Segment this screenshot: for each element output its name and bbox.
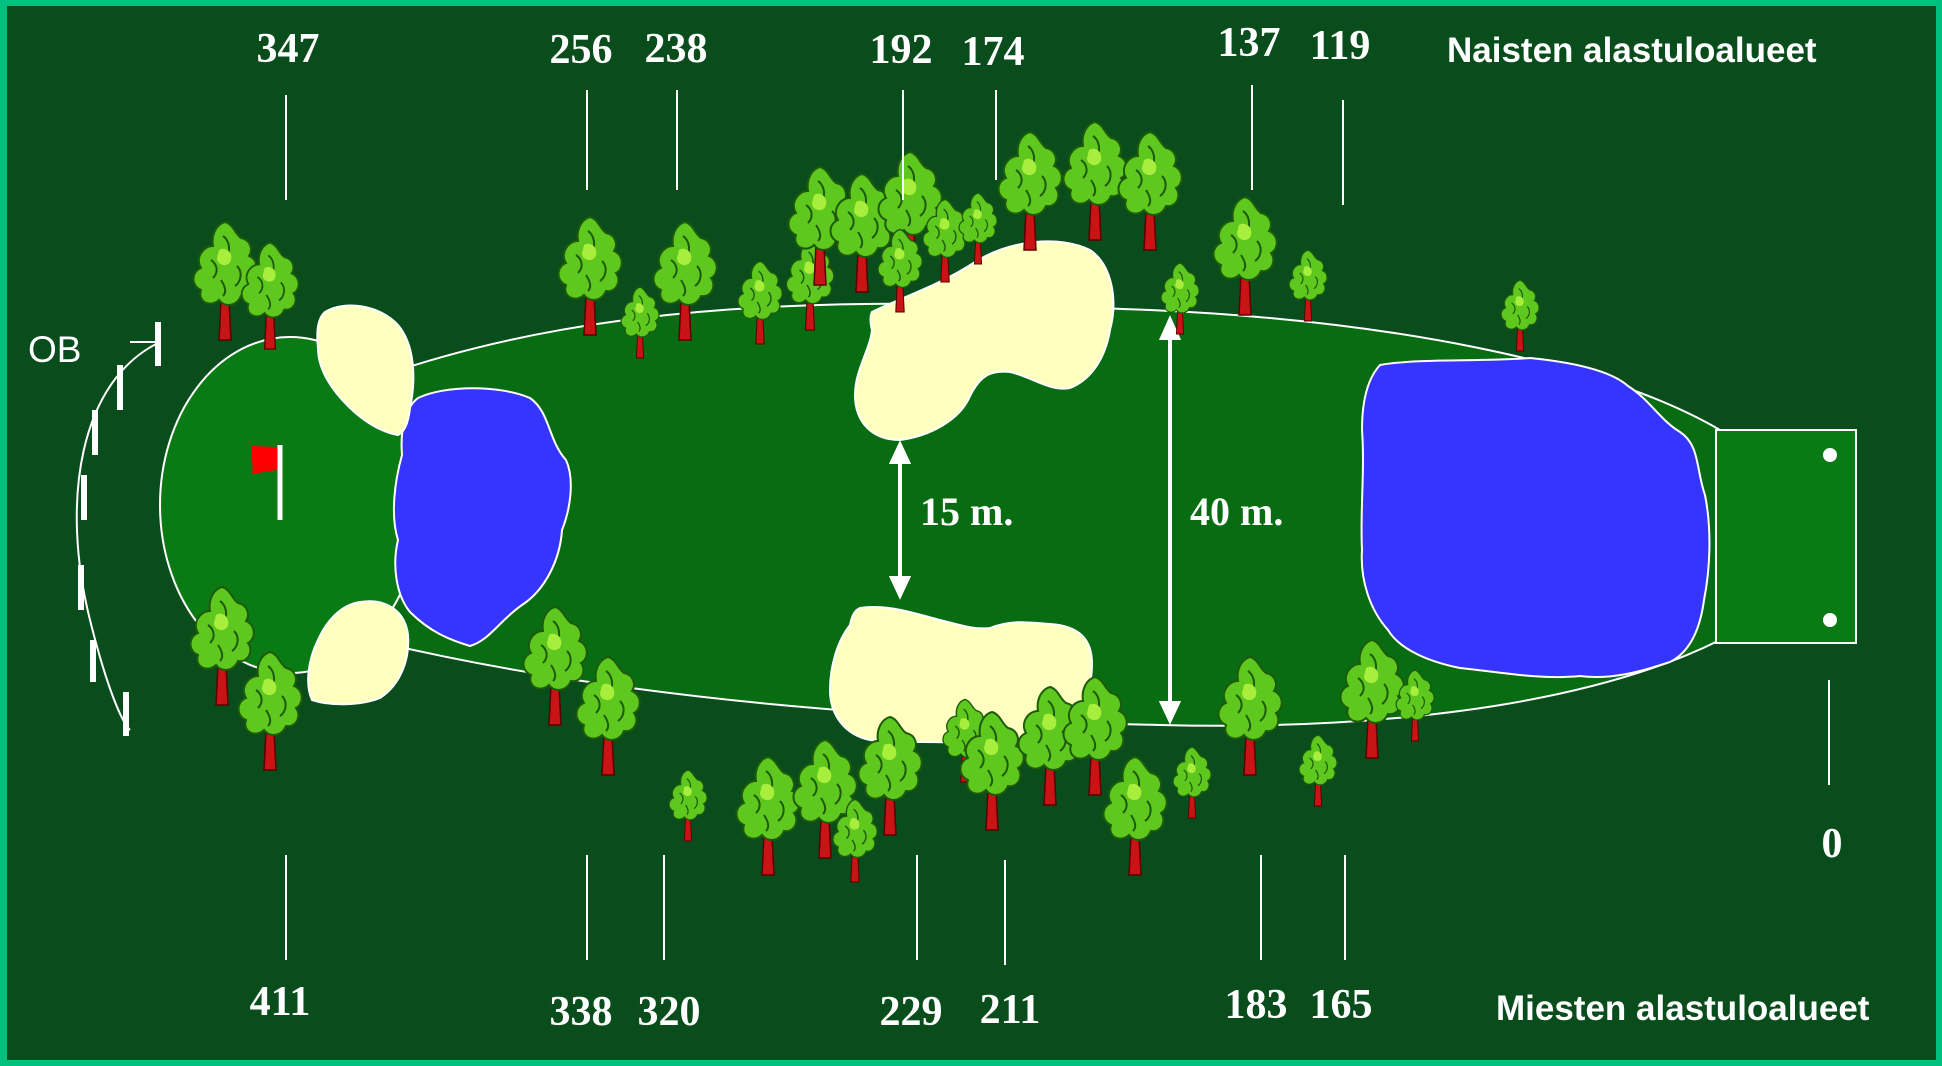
womens-distance: 174 bbox=[962, 29, 1025, 75]
water-hazard-tee bbox=[1360, 356, 1711, 679]
womens-distances: 347 256 238 192 174 137 119 bbox=[257, 20, 1371, 75]
womens-distance: 137 bbox=[1218, 20, 1281, 66]
tee-box bbox=[1715, 429, 1857, 644]
mens-distance: 183 bbox=[1225, 982, 1288, 1028]
tee-marker-icon bbox=[1823, 448, 1837, 462]
mens-distance: 165 bbox=[1310, 982, 1373, 1028]
mens-distance: 338 bbox=[550, 989, 613, 1035]
bunker-green-bottom bbox=[307, 600, 410, 706]
womens-distance: 256 bbox=[550, 27, 613, 73]
mens-distances: 411 338 320 229 211 183 165 bbox=[250, 979, 1373, 1035]
bunker-green-top bbox=[316, 304, 415, 437]
mens-distance: 229 bbox=[880, 989, 943, 1035]
womens-distance-ticks bbox=[285, 85, 1344, 205]
womens-distance: 347 bbox=[257, 26, 320, 72]
womens-distance: 238 bbox=[645, 26, 708, 72]
mens-landing-areas-label: Miesten alastuloalueet bbox=[1496, 989, 1870, 1028]
womens-distance: 119 bbox=[1310, 23, 1371, 69]
ob-boundary-line bbox=[75, 341, 161, 731]
water-hazard-green bbox=[392, 387, 572, 648]
tee-distance: 0 bbox=[1822, 821, 1843, 867]
ob-label: OB bbox=[28, 329, 81, 370]
width-label-40m: 40 m. bbox=[1190, 489, 1283, 534]
mens-distance: 320 bbox=[638, 989, 701, 1035]
womens-distance: 192 bbox=[870, 27, 933, 73]
tee-marker-icon bbox=[1823, 613, 1837, 627]
width-indicator-15m bbox=[888, 440, 912, 600]
mens-distance: 411 bbox=[250, 979, 311, 1025]
mens-distance-ticks bbox=[285, 680, 1830, 965]
flag-icon bbox=[251, 446, 277, 474]
womens-landing-areas-label: Naisten alastuloalueet bbox=[1447, 31, 1817, 70]
width-indicator-40m bbox=[1158, 315, 1182, 725]
ob-stakes bbox=[78, 322, 161, 736]
mens-distance: 211 bbox=[980, 987, 1041, 1033]
width-label-15m: 15 m. bbox=[920, 489, 1013, 534]
